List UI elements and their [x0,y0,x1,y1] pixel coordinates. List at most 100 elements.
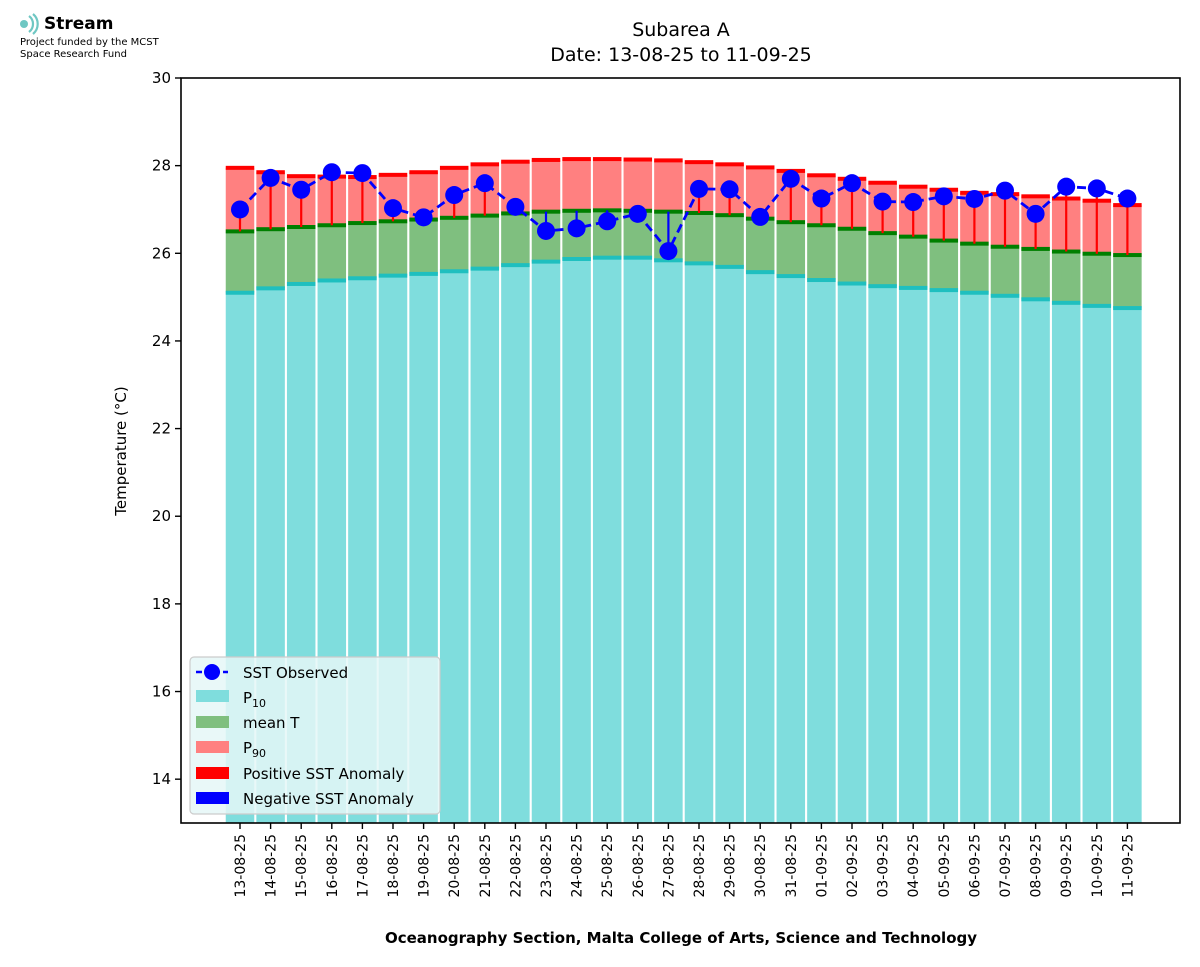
legend-positive-swatch [196,767,229,779]
y-tick-label: 28 [152,157,171,175]
bar-mean [286,227,316,284]
sst-observed-point [261,168,280,187]
sst-observed-point [384,199,402,218]
sst-observed-point [843,174,861,193]
legend-negative-swatch [196,792,229,804]
bar-p10-edge [623,255,653,260]
bar-p90-edge [623,157,653,162]
bar-p10 [470,268,500,824]
y-tick-label: 18 [152,595,171,613]
legend-p10-swatch [196,690,229,702]
legend-p10-subscript: 10 [252,697,266,710]
bar-p90-edge [715,162,744,167]
x-tick-label: 28-08-25 [692,834,708,898]
plot-frame [180,77,1181,824]
x-tick-label: 06-09-25 [967,834,983,898]
legend-mean-swatch [196,716,229,728]
chart-subtitle: Date: 13-08-25 to 11-09-25 [550,44,812,66]
sst-observed-point [1087,179,1106,198]
bar-p90 [654,160,683,212]
bar-mean [378,221,408,276]
x-tick-label: 30-08-25 [753,834,769,898]
bar-p10-edge [990,293,1020,298]
x-axis: 13-08-25 14-08-25 15-08-25 16-08-25 17-08-25… [233,823,1136,898]
bar-p10-edge [256,286,285,291]
sst-observed-point [506,197,525,216]
bars-layer [225,157,1142,824]
legend-item-positive-anomaly: Positive SST Anomaly [196,765,404,783]
bar-p10-edge [1021,297,1050,302]
legend-label-p10: P10 [243,689,266,710]
bar-mean [960,243,989,293]
bar-p10 [1021,299,1050,823]
legend-item-mean: mean T [196,714,300,732]
bar-p10 [531,261,561,823]
sst-observed-point [231,200,249,219]
sst-observed-point [720,180,739,199]
bar-p10-edge [960,290,989,295]
x-tick-label: 04-09-25 [906,834,922,898]
bar-mean [929,240,959,291]
bar-p10-edge [776,274,806,279]
y-tick-label: 22 [152,420,171,438]
x-tick-label: 25-08-25 [600,834,616,898]
bar-mean [807,225,836,281]
bar-p90 [562,159,591,211]
bar-p10-edge [837,281,867,286]
bar-p90 [592,159,622,211]
x-tick-label: 14-08-25 [264,834,280,898]
legend-label-sst-observed: SST Observed [243,664,348,682]
bar-p10-edge [470,266,500,271]
bar-mean [439,217,469,272]
sst-observed-point [812,189,831,208]
bar-p90-edge [439,165,469,170]
x-tick-label: 24-08-25 [570,834,586,898]
bar-mean [470,215,500,269]
logo-name: Stream [44,14,114,34]
x-tick-label: 03-09-25 [876,834,892,898]
bar-p90-edge [225,165,255,170]
bar-p10 [592,257,622,823]
bar-p10 [807,280,836,823]
bar-p10-edge [715,264,744,269]
bar-p10 [684,263,714,823]
sst-observed-point [628,204,647,223]
bar-p10 [562,258,591,823]
sst-observed-point [781,169,800,188]
x-tick-label: 18-08-25 [386,834,402,898]
x-tick-label: 22-08-25 [508,834,524,898]
y-tick-label: 30 [152,69,171,87]
legend-item-p90: P90 [196,739,266,760]
bar-p90-edge [898,184,928,189]
bar-mean [1082,253,1112,306]
bar-p90-edge [562,157,591,162]
bar-p10-edge [378,273,408,278]
x-tick-label: 31-08-25 [784,834,800,898]
bar-p10 [1113,308,1142,824]
bar-p10-edge [929,288,959,293]
x-tick-label: 16-08-25 [325,834,341,898]
legend-observed-marker [204,664,220,680]
x-tick-label: 09-09-25 [1059,834,1075,898]
bar-mean [898,236,928,288]
bar-p90-edge [286,174,316,179]
bar-p10-edge [225,290,255,295]
y-axis: 14 16 18 20 22 24 26 28 30 [152,69,181,788]
bar-p90-edge [654,158,683,163]
bar-p10-edge [501,263,530,268]
footer-caption: Oceanography Section, Malta College of A… [385,929,977,947]
sst-observed-point [1026,204,1045,223]
x-tick-label: 15-08-25 [294,834,310,898]
bar-p10-edge [317,278,347,283]
x-tick-label: 19-08-25 [417,834,433,898]
bar-mean [745,218,775,273]
sst-observed-point [537,221,555,240]
x-tick-label: 07-09-25 [998,834,1014,898]
legend-label-mean: mean T [243,714,300,732]
bar-mean [1051,251,1081,303]
legend-p90-swatch [196,741,229,753]
x-tick-label: 08-09-25 [1029,834,1045,898]
x-tick-label: 29-08-25 [723,834,739,898]
x-tick-label: 20-08-25 [447,834,463,898]
legend-p90-subscript: 90 [252,747,266,760]
